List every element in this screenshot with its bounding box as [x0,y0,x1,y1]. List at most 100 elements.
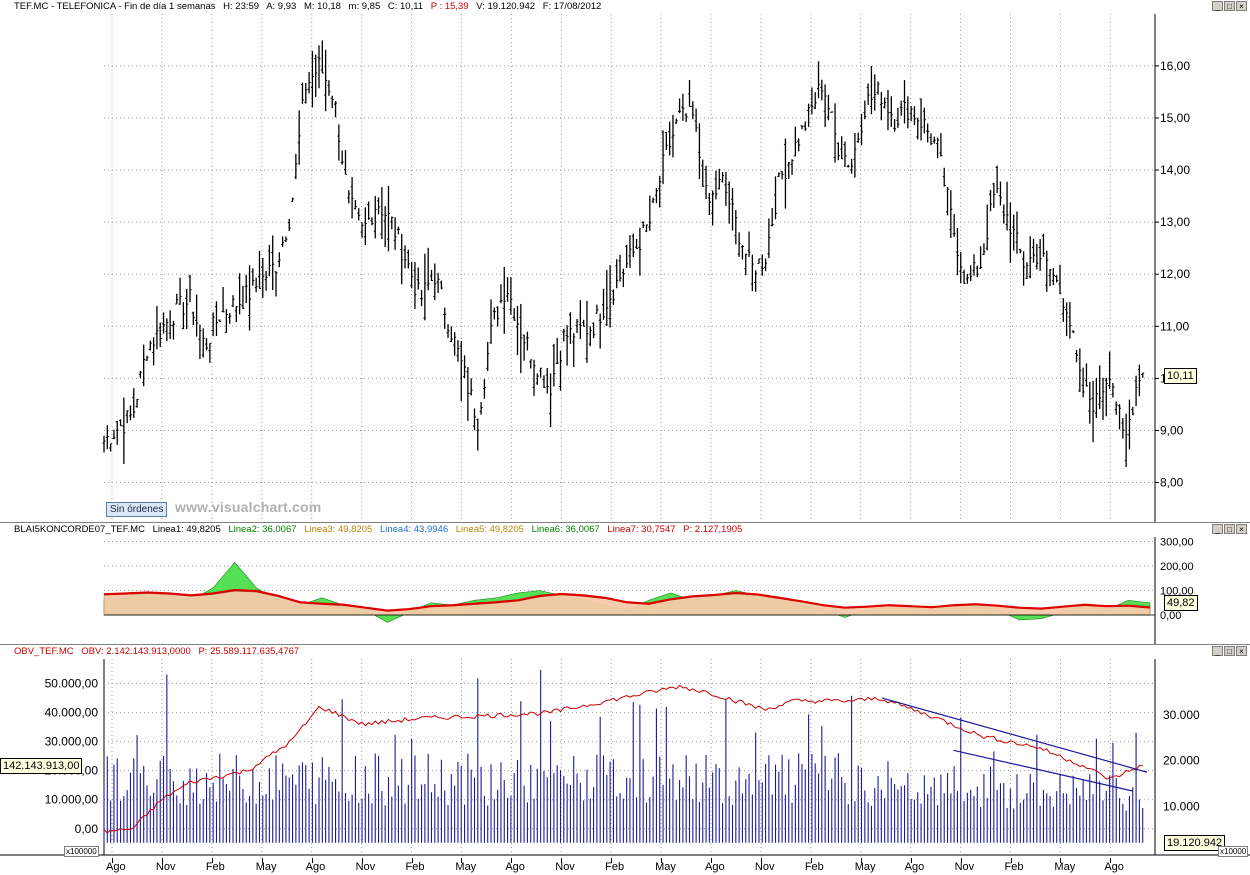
time-axis-label: May [1054,861,1076,873]
last-price-tag: 10,11 [1164,368,1197,384]
obv-right-tick-label: 30.000 [1163,708,1200,722]
time-axis-tick [411,858,413,863]
time-axis-label: Feb [405,861,425,873]
price-panel[interactable]: TEF.MC - TELEFONICA - Fin de día 1 seman… [0,0,1250,523]
minimize-icon[interactable]: _ [1212,646,1223,656]
time-axis-label: Ago [904,861,925,873]
time-axis-label: Feb [804,861,824,873]
obv-left-tick-label: 30.000,00 [45,735,99,749]
date-label: F: 17/08/2012 [542,1,602,12]
low-label: m: 9,85 [348,1,381,12]
time-axis-label: Feb [1004,861,1024,873]
indicator-value-tag: 49,82 [1164,595,1198,611]
p-label: P : 15,39 [430,1,469,12]
maximize-icon[interactable]: □ [1224,646,1235,656]
obv-panel[interactable]: OBV_TEF.MC OBV: 2.142.143.913,0000 P: 25… [0,645,1250,875]
time-axis-tick [261,858,263,863]
indicator-red-line [103,588,1151,612]
indicator-tick-label: 300,00 [1160,536,1194,548]
volume-tag: 19.120.942 [1164,835,1226,851]
obv-p-label: P: 25.589.117.635,4767 [198,646,300,657]
price-window-buttons: _ □ × [1212,1,1247,11]
price-tick-label: 8,00 [1160,476,1184,490]
high-label: M: 10,18 [303,1,341,12]
indicator-tick-label: 0,00 [1160,610,1181,622]
time-axis-label: May [255,861,277,873]
close-icon[interactable]: × [1236,1,1247,11]
time-axis-label: Nov [555,861,575,873]
maximize-icon[interactable]: □ [1224,524,1235,534]
obv-chart[interactable]: 0,0010.000,0020.000,0030.000,0040.000,00… [0,659,1250,875]
price-tick-label: 14,00 [1160,163,1190,177]
linea2-label: Linea2: 36,0067 [228,524,297,535]
linea5-label: Linea5: 49,8205 [455,524,524,535]
time-axis-label: May [854,861,876,873]
price-tick-label: 16,00 [1160,59,1190,73]
price-header: TEF.MC - TELEFONICA - Fin de día 1 seman… [0,0,1250,14]
close-label: C: 10,11 [387,1,424,12]
time-axis-tick [1060,858,1062,863]
obv-header: OBV_TEF.MC OBV: 2.142.143.913,0000 P: 25… [0,645,1250,659]
time-axis-tick [960,858,962,863]
time-axis-tick [112,858,113,863]
minimize-icon[interactable]: _ [1212,1,1223,11]
linea4-label: Linea4: 43,9946 [379,524,449,535]
close-icon[interactable]: × [1236,524,1247,534]
obv-right-tick-label: 20.000 [1163,754,1200,768]
obv-left-tick-label: 50.000,00 [45,677,99,691]
price-tick-label: 13,00 [1160,215,1190,229]
obv-right-tick-label: 10.000 [1163,799,1200,813]
time-axis-label: Nov [954,861,975,873]
symbol-label: TEF.MC - TELEFONICA - Fin de día 1 seman… [14,1,216,12]
time-axis-label: Feb [205,861,225,873]
time-axis-label: May [455,861,477,873]
time-axis-tick [611,858,613,863]
price-tick-label: 11,00 [1160,319,1189,333]
left-multiplier: x100000 [64,846,99,857]
price-chart[interactable]: 8,009,0010,0011,0012,0013,0014,0015,0016… [0,14,1250,522]
obv-value-label: OBV: 2.142.143.913,0000 [81,646,191,657]
indicator-panel[interactable]: BLAI5KONCORDE07_TEF.MC Linea1: 49,8205 L… [0,523,1250,645]
right-multiplier: x10000 [1218,846,1249,857]
time-axis-tick [1110,858,1112,863]
time-axis-tick [311,858,313,863]
time-axis-label: Ago [705,861,725,873]
time-axis-tick [1010,858,1012,863]
time-axis-tick [810,858,812,863]
time-axis-tick [361,858,363,863]
obv-left-tick-label: 40.000,00 [45,706,99,720]
time-axis-label: Nov [754,861,775,873]
time-axis-label: Nov [155,861,176,873]
time-axis-label: Nov [355,861,376,873]
time-axis-label: Ago [505,861,525,873]
time-axis-tick [161,858,163,863]
obv-left-tick-label: 0,00 [75,822,99,836]
maximize-icon[interactable]: □ [1224,1,1235,11]
time-axis-tick [711,858,712,863]
price-tick-label: 12,00 [1160,267,1190,281]
linea6-label: Linea6: 36,0067 [531,524,600,535]
minimize-icon[interactable]: _ [1212,524,1223,534]
linea7-label: Linea7: 30,7547 [607,524,676,535]
orders-button[interactable]: Sin órdenes [106,502,168,517]
time-axis-tick [760,858,762,863]
open-label: A: 9,93 [266,1,297,12]
time-axis-label: Ago [106,861,126,873]
time-axis-tick [211,858,213,863]
obv-line [103,684,1143,834]
time-axis-tick [860,858,862,863]
volume-label: V: 19.120.942 [476,1,536,12]
time-axis-tick [561,858,563,863]
time-axis-tick [910,858,912,863]
obv-trendline [953,749,1133,792]
indicator-window-buttons: _ □ × [1212,524,1247,534]
indicator-chart[interactable]: 0,00 100,00 200,00 300,00 [0,536,1250,644]
obv-left-tick-label: 10.000,00 [45,793,99,807]
time-axis-tick [461,858,463,863]
obv-window-buttons: _ □ × [1212,646,1247,656]
indicator-tick-label: 200,00 [1160,561,1194,573]
close-icon[interactable]: × [1236,646,1247,656]
hour-label: H: 23:59 [223,1,260,12]
time-axis-label: Ago [1104,861,1124,873]
indicator-p-label: P: 2.127,1905 [683,524,743,535]
